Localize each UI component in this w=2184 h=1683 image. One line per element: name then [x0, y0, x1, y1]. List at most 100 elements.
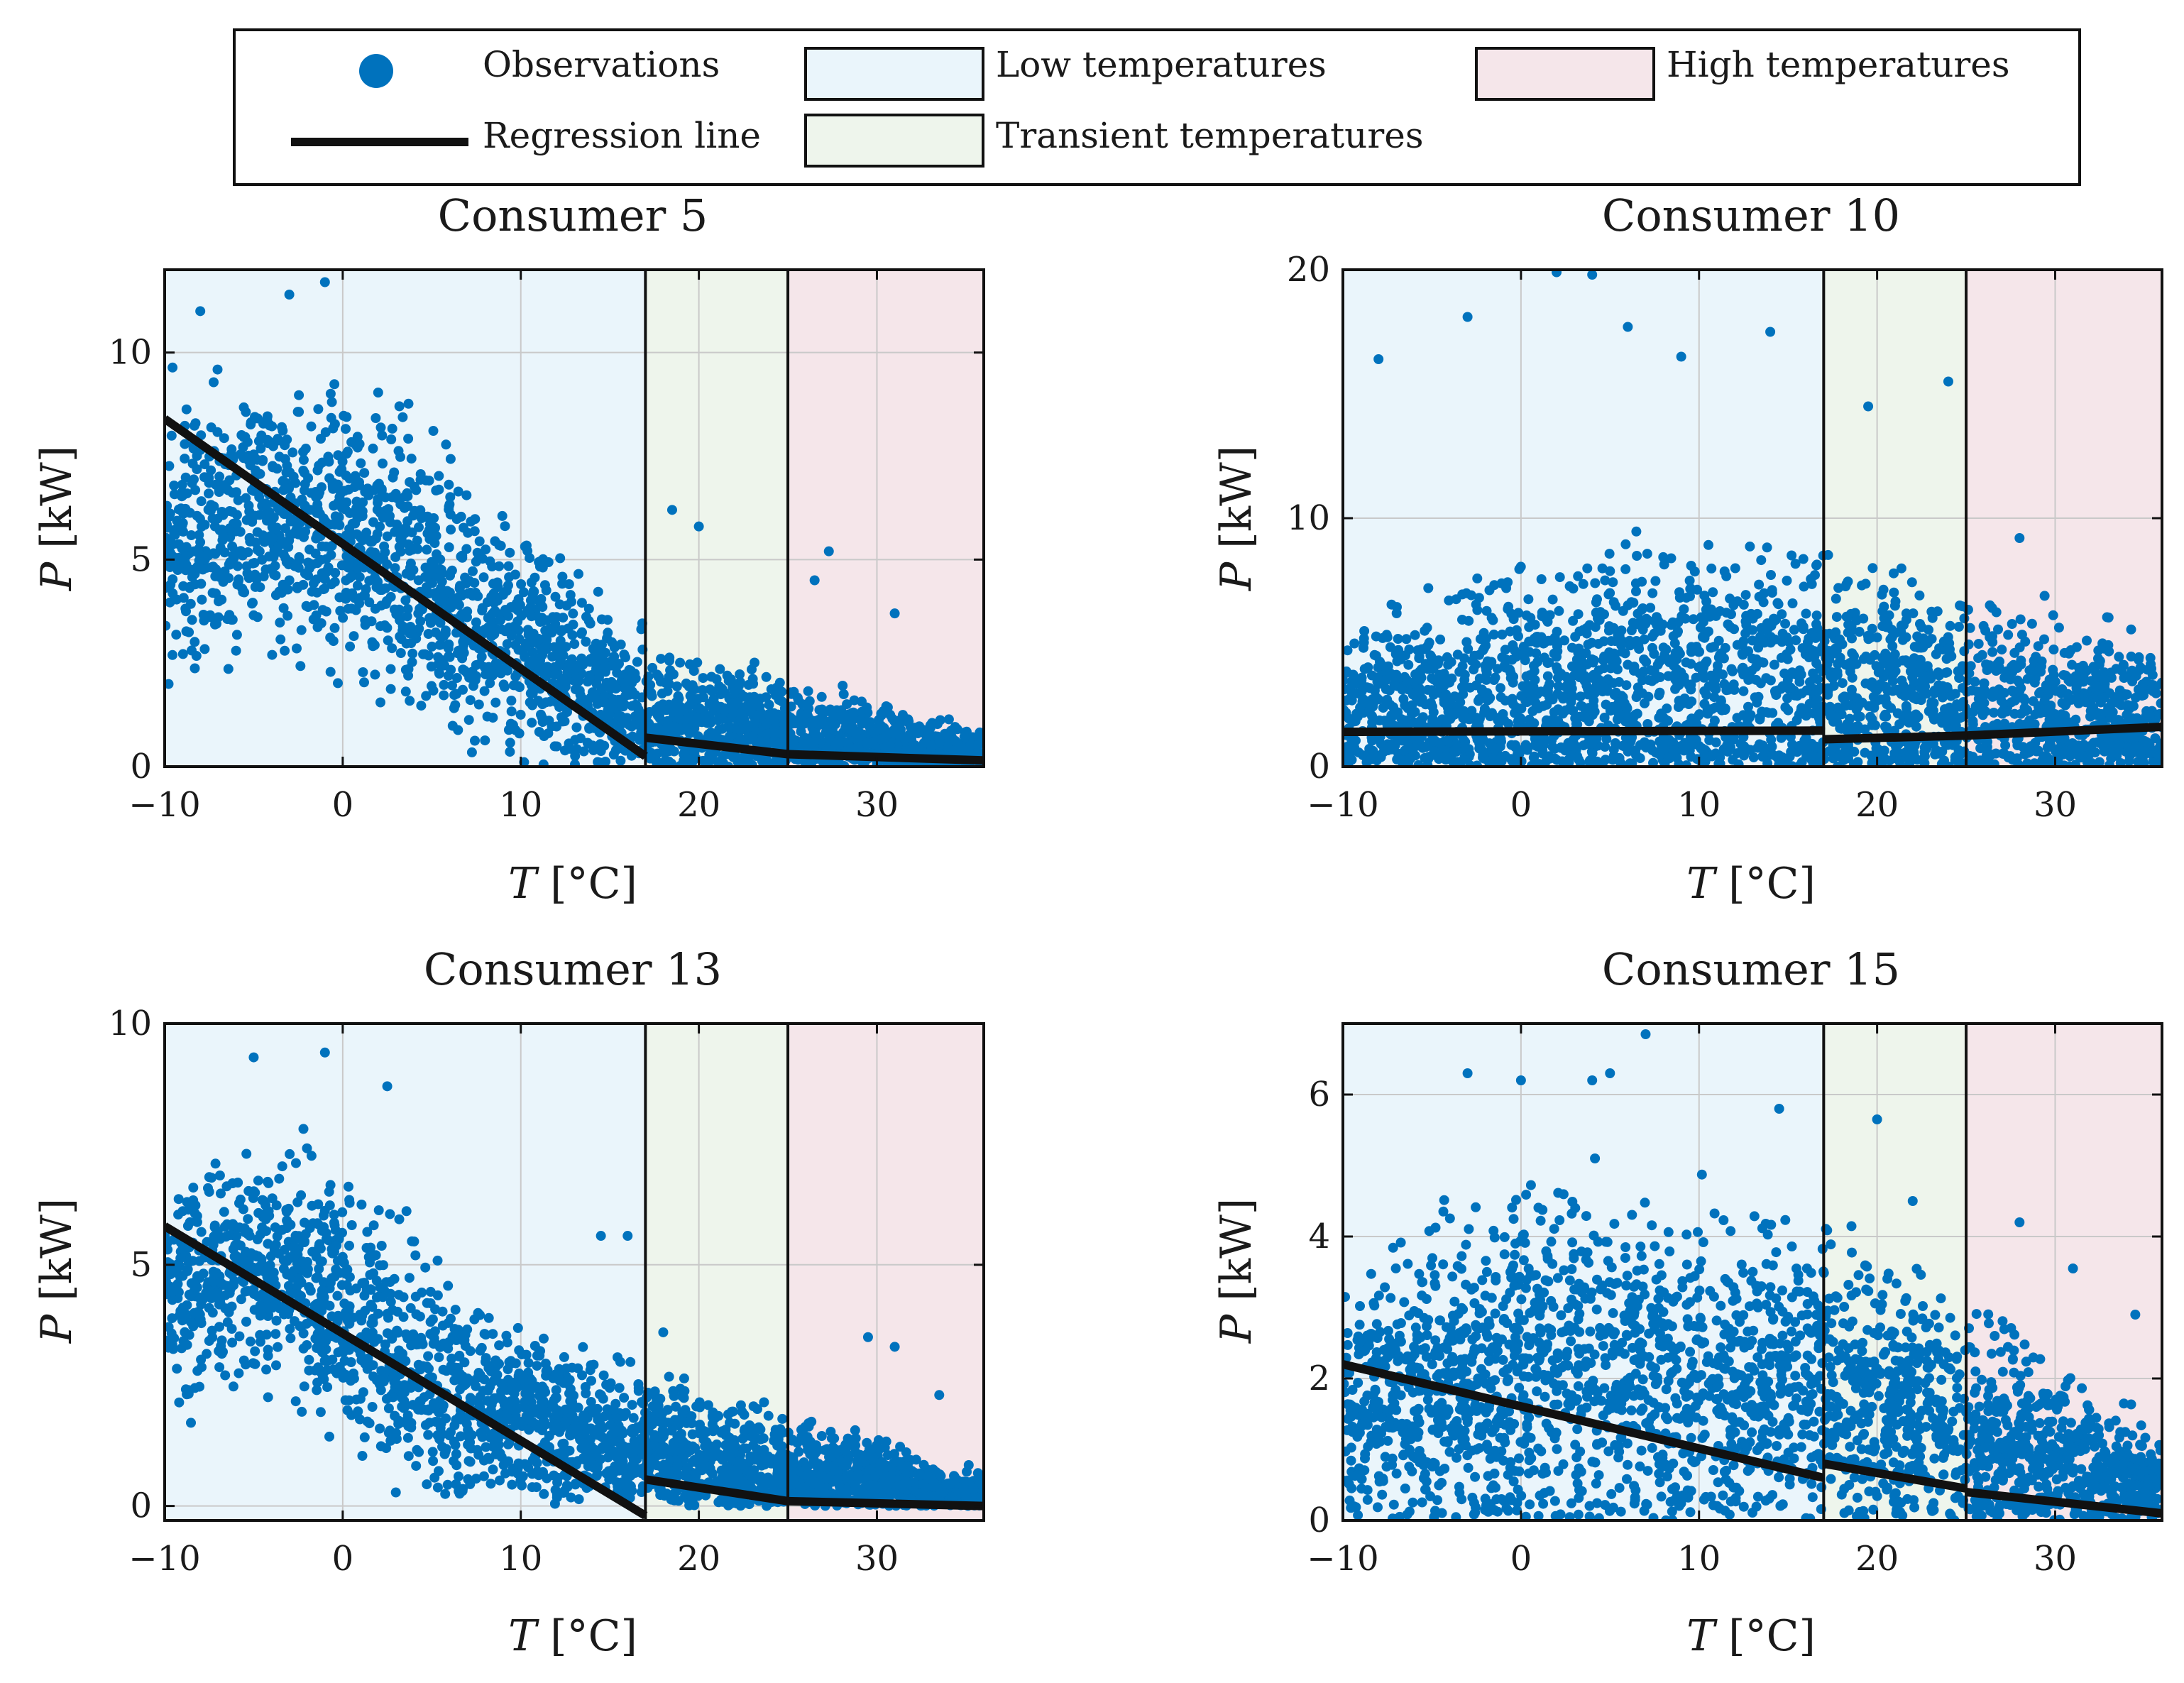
observation-point	[1549, 707, 1559, 718]
observation-point	[460, 572, 471, 583]
observation-point	[563, 623, 574, 634]
observation-point	[735, 708, 746, 719]
observation-point	[218, 576, 229, 587]
observation-point	[468, 591, 478, 601]
observation-point	[1508, 699, 1519, 710]
observation-point	[434, 669, 444, 679]
observation-point	[328, 423, 339, 434]
observation-point	[1552, 689, 1563, 699]
observation-point	[1926, 634, 1937, 645]
observation-point	[622, 713, 632, 723]
observation-point	[294, 554, 304, 565]
observation-point	[652, 748, 663, 759]
observation-point	[1423, 583, 1434, 593]
observation-point	[402, 491, 413, 502]
observation-point	[233, 495, 243, 505]
observation-point	[882, 702, 893, 713]
observation-point	[165, 597, 175, 608]
observation-point	[1604, 549, 1615, 559]
observation-point	[1641, 657, 1652, 667]
observation-point	[2097, 716, 2107, 726]
observation-point	[318, 513, 329, 524]
observation-point	[1801, 608, 1811, 619]
observation-point	[190, 637, 200, 647]
observation-point	[673, 699, 684, 710]
observation-point	[357, 511, 368, 521]
observation-point	[254, 546, 265, 557]
observation-point	[789, 738, 799, 747]
observation-point	[737, 757, 747, 767]
observation-point	[405, 562, 415, 573]
observation-point	[1901, 632, 1911, 642]
observation-point	[1501, 583, 1512, 593]
observation-point	[246, 420, 256, 429]
observation-point	[722, 670, 732, 681]
observation-point	[1481, 605, 1492, 616]
observation-point	[603, 681, 613, 692]
observation-point	[1931, 745, 1941, 755]
observation-point	[2016, 630, 2027, 640]
observation-point	[180, 472, 191, 483]
observation-point	[490, 536, 500, 547]
observation-point	[252, 454, 263, 465]
observation-point	[664, 655, 674, 666]
observation-point	[1570, 713, 1581, 723]
observation-point	[1670, 647, 1681, 658]
observation-point	[1578, 579, 1588, 589]
observation-point	[516, 610, 527, 621]
observation-point	[593, 586, 603, 597]
observation-point	[422, 544, 432, 555]
observation-point	[184, 627, 194, 637]
observation-point	[630, 673, 641, 684]
observation-point	[1831, 593, 1841, 604]
observation-point	[1434, 738, 1444, 748]
observation-point	[434, 471, 444, 481]
observation-point	[321, 554, 331, 564]
legend: Observations Regression line Low tempera…	[233, 28, 2081, 186]
observation-point	[333, 678, 343, 689]
observation-point	[1762, 758, 1773, 767]
observation-point	[299, 485, 309, 495]
observation-point	[1863, 634, 1874, 645]
observation-point	[1568, 615, 1579, 626]
observation-point	[1733, 759, 1744, 767]
observation-point	[321, 542, 331, 552]
observation-point	[1391, 608, 1402, 618]
observation-point	[412, 535, 422, 546]
observation-point	[385, 664, 396, 674]
observation-point	[1575, 757, 1586, 767]
observation-point	[1879, 601, 1889, 612]
observation-point	[1465, 682, 1476, 693]
observation-point	[370, 669, 380, 680]
observation-point	[532, 611, 542, 622]
observation-point	[1787, 598, 1798, 608]
observation-point	[447, 680, 457, 691]
observation-point	[1610, 738, 1620, 748]
observation-point	[906, 745, 916, 756]
observation-point	[1927, 613, 1938, 623]
observation-point	[454, 583, 465, 594]
observation-point	[311, 610, 322, 620]
observation-point	[1524, 714, 1535, 725]
observation-point	[729, 686, 740, 697]
observation-point	[440, 625, 451, 636]
observation-point	[1659, 649, 1670, 660]
observation-point	[465, 695, 476, 706]
observation-point	[525, 688, 536, 698]
observation-point	[2014, 678, 2025, 689]
observation-point	[725, 731, 735, 742]
observation-point	[940, 728, 950, 739]
observation-point	[433, 652, 444, 662]
observation-point	[1794, 740, 1805, 751]
regression-line	[165, 415, 648, 760]
observation-point	[1837, 678, 1848, 689]
x-axis-variable: T	[508, 859, 539, 909]
observation-point	[1516, 714, 1527, 725]
x-axis-unit: [°C]	[537, 859, 637, 909]
observation-point	[1364, 683, 1375, 694]
observation-point	[825, 704, 835, 715]
observation-point	[428, 426, 439, 436]
observation-point	[539, 580, 550, 591]
observation-point	[282, 483, 293, 494]
